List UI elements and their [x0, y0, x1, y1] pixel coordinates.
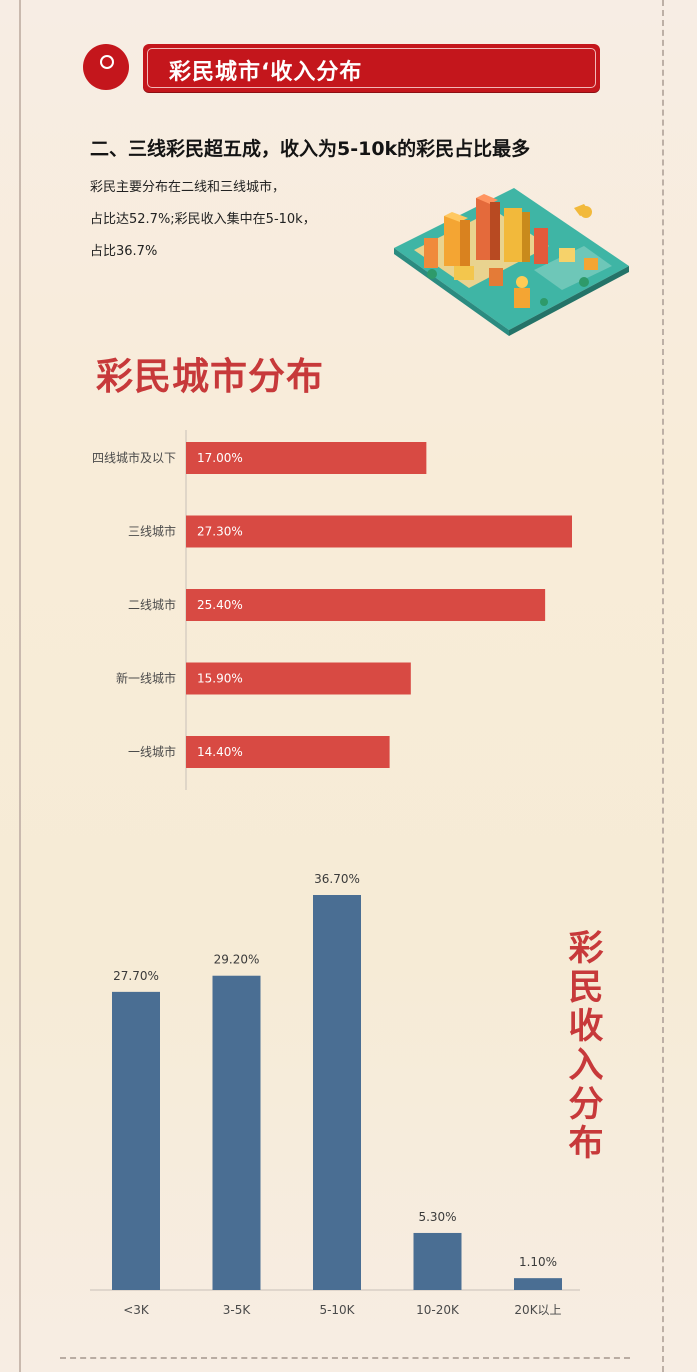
income-bar: [313, 895, 361, 1290]
description-line-2: 占比达52.7%;彩民收入集中在5-10k，: [90, 212, 316, 227]
city-bar: [186, 515, 572, 548]
income-title-char: 彩: [568, 929, 604, 969]
city-bar: [186, 589, 546, 621]
income-bar-value: 5.30%: [418, 1210, 456, 1224]
city-bar-value: 17.00%: [197, 451, 243, 465]
income-bar: [514, 1278, 562, 1290]
banner-circle-icon: [83, 44, 129, 90]
banner-inner-border: [147, 48, 596, 88]
section-banner: 彩民城市‘收入分布: [143, 44, 600, 92]
income-bar-value: 29.20%: [214, 953, 260, 967]
income-bar-value: 36.70%: [314, 872, 360, 886]
description-line-3: 占比36.7%: [90, 244, 158, 259]
city-bar-value: 27.30%: [197, 525, 243, 539]
city-category-label: 新一线城市: [116, 671, 176, 686]
income-title-char: 入: [568, 1046, 604, 1086]
city-bar: [186, 662, 411, 695]
income-title-char: 收: [568, 1007, 604, 1047]
city-category-label: 二线城市: [128, 597, 176, 612]
income-bar-value: 27.70%: [113, 969, 159, 983]
city-category-label: 四线城市及以下: [92, 450, 176, 465]
description-line-1: 彩民主要分布在二线和三线城市，: [90, 180, 286, 195]
income-bar: [413, 1232, 462, 1290]
income-title-char: 布: [568, 1124, 604, 1164]
city-bar: [186, 736, 390, 768]
city-bar-value: 15.90%: [197, 672, 243, 686]
left-border-line: [19, 0, 21, 1372]
income-bar: [112, 991, 160, 1290]
city-distribution-chart: 17.00% 四线城市及以下 27.30% 三线城市 25.40% 二线城市 15.90% 新…: [92, 430, 572, 790]
city-illustration: [394, 188, 629, 336]
income-title-char: 分: [568, 1085, 604, 1125]
income-category-label: 10-20K: [416, 1303, 460, 1317]
city-bar-value: 14.40%: [197, 745, 243, 759]
income-bar-value: 1.10%: [519, 1255, 557, 1269]
income-chart-title: 彩民收入分布: [566, 930, 606, 1164]
banner-title: 彩民城市‘收入分布: [169, 60, 363, 85]
city-bar-value: 25.40%: [197, 598, 243, 612]
income-category-label: <3K: [123, 1303, 150, 1317]
city-chart-title: 彩民城市分布: [96, 355, 324, 398]
bottom-dashed-line: [60, 1357, 630, 1359]
city-category-label: 一线城市: [128, 744, 176, 759]
income-bar: [212, 975, 261, 1290]
income-title-char: 民: [568, 968, 604, 1008]
income-category-label: 5-10K: [319, 1303, 355, 1317]
income-category-label: 3-5K: [223, 1303, 252, 1317]
circle-ring-icon: [100, 55, 114, 69]
city-category-label: 三线城市: [128, 524, 176, 539]
income-category-label: 20K以上: [514, 1303, 561, 1317]
right-dashed-line: [662, 0, 664, 1372]
city-bar: [186, 442, 427, 474]
section-subtitle: 二、三线彩民超五成，收入为5-10k的彩民占比最多: [90, 138, 531, 160]
income-distribution-chart: 27.70% <3K 29.20% 3-5K 36.70% 5-10K 5.30% 10-20…: [90, 872, 580, 1317]
